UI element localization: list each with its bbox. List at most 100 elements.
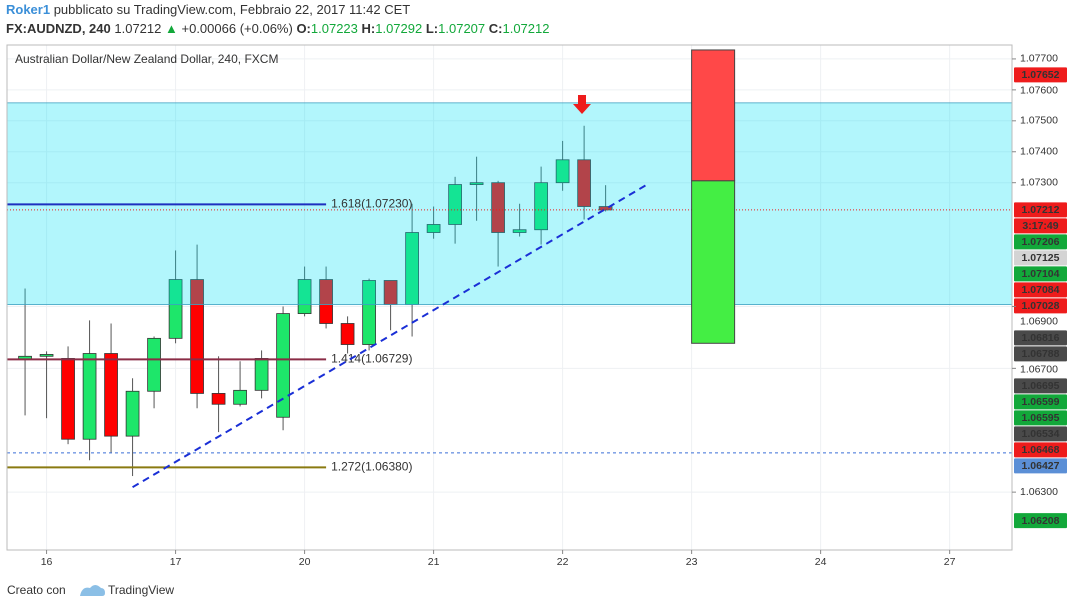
footer-brand: TradingView <box>108 583 174 597</box>
header-line-1: Roker1 pubblicato su TradingView.com, Fe… <box>6 2 410 17</box>
fib-label: 1.618(1.07230) <box>331 197 412 211</box>
candle-body <box>104 353 118 437</box>
last: 1.07212 <box>114 21 161 36</box>
high: 1.07292 <box>375 21 422 36</box>
candle-body <box>276 313 290 418</box>
y-tick-label: 1.07600 <box>1020 85 1058 97</box>
price-label: 1.06695 <box>1022 380 1060 392</box>
price-label-box <box>1014 266 1067 282</box>
candle-body <box>598 206 613 211</box>
author: Roker1 <box>6 2 50 17</box>
x-tick-label: 20 <box>299 556 311 568</box>
price-label: 1.06788 <box>1022 348 1060 360</box>
symbol: FX:AUDNZD, 240 <box>6 21 111 36</box>
candle-body <box>211 393 226 405</box>
price-label-box <box>1014 67 1067 83</box>
candle-body <box>82 353 97 440</box>
price-label-box <box>1014 410 1067 426</box>
candle-body <box>168 279 183 339</box>
candle-body <box>254 358 269 391</box>
price-label-box <box>1014 426 1067 442</box>
plot-border <box>6 44 1013 551</box>
tradingview-logo <box>80 585 105 596</box>
countdown: 3:17:49 <box>1022 220 1058 232</box>
price-label: 1.06427 <box>1022 460 1060 472</box>
candle-body <box>448 184 462 225</box>
x-tick-label: 16 <box>41 556 53 568</box>
price-label: 1.07212 <box>1022 204 1060 216</box>
x-tick-label: 24 <box>815 556 827 568</box>
candle-body <box>147 337 161 392</box>
candle-body <box>61 358 75 440</box>
y-tick-label: 1.06900 <box>1020 316 1058 328</box>
price-label-box <box>1014 394 1067 410</box>
header-line-2: FX:AUDNZD, 240 1.07212 ▲ +0.00066 (+0.06… <box>6 21 549 36</box>
price-label-box <box>1014 458 1067 474</box>
candle-body <box>534 182 548 231</box>
o-label: O: <box>296 21 310 36</box>
price-label: 1.06599 <box>1022 396 1060 408</box>
price-label: 1.06595 <box>1022 412 1060 424</box>
price-label-box <box>1014 250 1067 266</box>
price-label: 1.07652 <box>1022 69 1060 81</box>
fib-label: 1.414(1.06729) <box>331 352 412 366</box>
price-label-box <box>1014 378 1067 394</box>
price-label-box <box>1014 513 1067 529</box>
close: 1.07212 <box>502 21 549 36</box>
trend-line <box>132 182 650 489</box>
price-label: 1.07104 <box>1022 268 1060 280</box>
price-label-box <box>1014 282 1067 298</box>
price-label: 1.07125 <box>1022 252 1060 264</box>
up-arrow: ▲ <box>165 21 178 36</box>
candle-body <box>39 354 54 357</box>
candle-body <box>512 229 527 233</box>
price-label: 1.07084 <box>1022 284 1060 296</box>
price-label-box <box>1014 346 1067 362</box>
open: 1.07223 <box>311 21 358 36</box>
x-tick-label: 27 <box>944 556 956 568</box>
price-label-box <box>1014 202 1067 218</box>
price-label-box <box>1014 298 1067 314</box>
candle-body <box>233 389 247 405</box>
candle-body <box>340 323 355 345</box>
price-label: 1.06208 <box>1022 515 1060 527</box>
change: +0.00066 (+0.06%) <box>182 21 293 36</box>
y-tick-label: 1.06300 <box>1020 486 1058 498</box>
price-label: 1.07206 <box>1022 236 1060 248</box>
price-label: 1.06468 <box>1022 444 1060 456</box>
candle-body <box>469 182 484 185</box>
candle-body <box>125 390 140 437</box>
candle-body <box>426 224 441 233</box>
position-loss <box>691 49 736 182</box>
y-tick-label: 1.06700 <box>1020 364 1058 376</box>
fib-label: 1.272(1.06380) <box>331 460 412 474</box>
x-tick-label: 21 <box>428 556 440 568</box>
candle-body <box>297 279 312 314</box>
x-tick-label: 22 <box>557 556 569 568</box>
y-tick-label: 1.07500 <box>1020 115 1058 127</box>
x-tick-label: 17 <box>170 556 182 568</box>
down-arrow <box>573 95 591 114</box>
candle-body <box>319 279 333 324</box>
l-label: L: <box>426 21 438 36</box>
price-label: 1.06816 <box>1022 332 1060 344</box>
y-tick-label: 1.07400 <box>1020 146 1058 158</box>
candle-body <box>555 159 570 184</box>
chart-title: Australian Dollar/New Zealand Dollar, 24… <box>15 52 278 66</box>
low: 1.07207 <box>438 21 485 36</box>
footer-made-with: Creato con <box>7 583 66 597</box>
c-label: C: <box>489 21 503 36</box>
price-label: 1.06534 <box>1022 428 1060 440</box>
h-label: H: <box>362 21 376 36</box>
candle-body <box>577 159 591 207</box>
price-label: 1.07028 <box>1022 300 1060 312</box>
x-tick-label: 23 <box>686 556 698 568</box>
position-profit <box>691 180 736 344</box>
price-label-box <box>1014 330 1067 346</box>
y-tick-label: 1.07700 <box>1020 53 1058 65</box>
candle-body <box>491 182 505 233</box>
published: pubblicato su TradingView.com, Febbraio … <box>54 2 411 17</box>
plot: 1.618(1.07230) 1.414(1.06729) 1.272(1.0638… <box>6 45 1013 550</box>
